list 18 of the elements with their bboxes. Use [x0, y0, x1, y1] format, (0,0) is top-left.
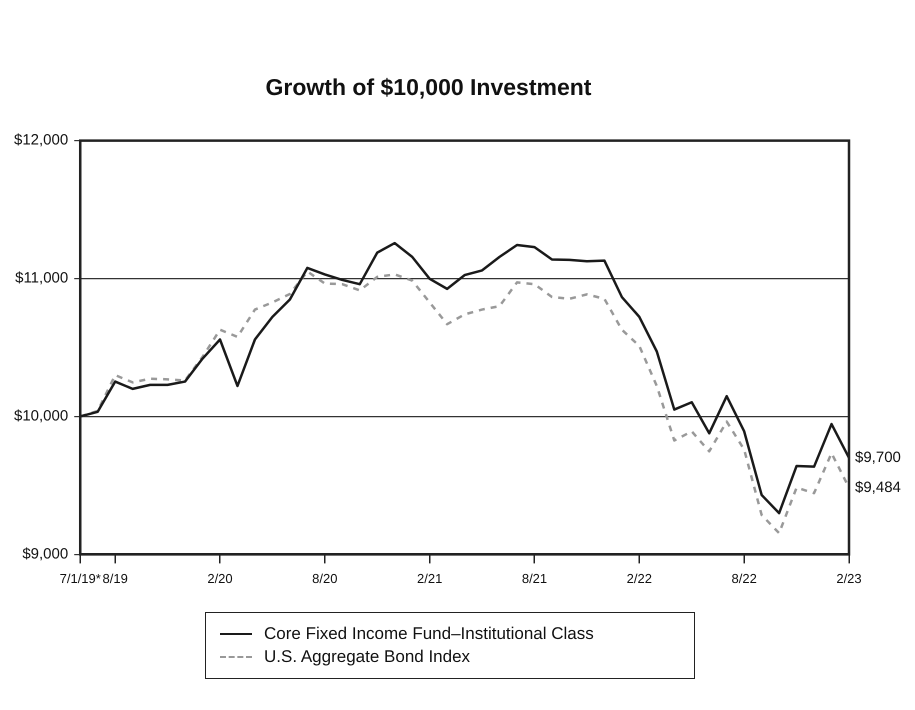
y-tick-label: $9,000 — [22, 546, 68, 563]
y-tick-label: $10,000 — [14, 408, 68, 425]
legend-label: U.S. Aggregate Bond Index — [264, 647, 470, 667]
x-tick-label: 8/19 — [102, 570, 128, 586]
x-tick-label: 2/20 — [207, 570, 233, 586]
y-tick-label: $12,000 — [14, 132, 68, 149]
x-tick-label: 2/21 — [417, 570, 442, 586]
x-tick-label: 2/22 — [626, 570, 652, 586]
x-tick-label: 8/22 — [732, 570, 757, 586]
chart-title: Growth of $10,000 Investment — [266, 74, 592, 100]
x-tick-label: 8/21 — [522, 570, 548, 586]
annotation: $9,700 — [855, 448, 901, 466]
x-tick-label: 2/23 — [836, 570, 862, 586]
annotation: $9,484 — [855, 478, 901, 496]
x-tick-label: 8/20 — [312, 570, 338, 586]
legend-label: Core Fixed Income Fund–Institutional Class — [264, 624, 594, 644]
y-tick-label: $11,000 — [15, 270, 68, 287]
x-tick-label: 7/1/19* — [60, 570, 101, 586]
